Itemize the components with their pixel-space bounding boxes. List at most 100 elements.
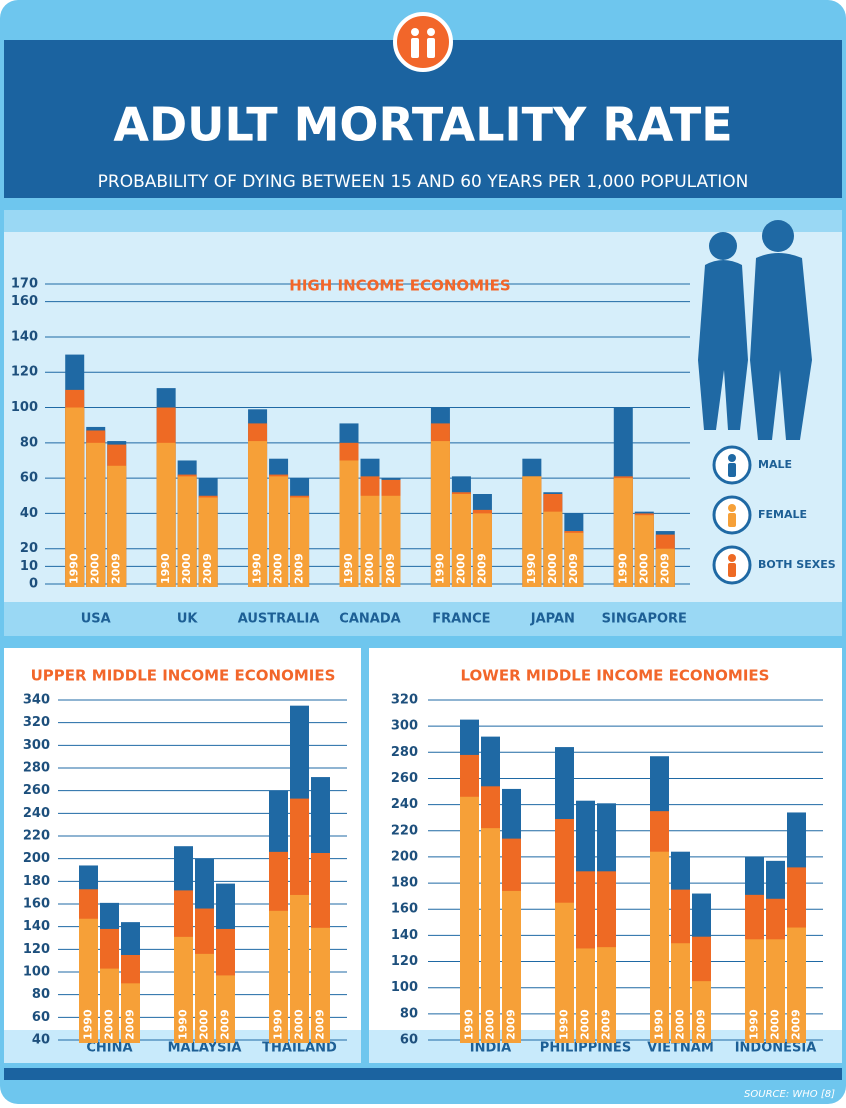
year-label: 2009: [314, 1009, 327, 1040]
y-tick-label: 220: [23, 829, 50, 844]
legend-swatch: [728, 563, 736, 577]
bar: [195, 953, 214, 1043]
legend-swatch: [728, 504, 736, 512]
bar: [107, 465, 127, 587]
y-tick-label: 240: [391, 797, 418, 812]
bar: [451, 494, 471, 587]
bar: [156, 442, 176, 587]
y-tick-label: 200: [391, 849, 418, 864]
bar: [174, 936, 193, 1043]
y-tick-label: 170: [11, 277, 38, 292]
high-income-label-strip: [4, 602, 842, 636]
category-label: USA: [81, 612, 111, 627]
bar: [79, 918, 98, 1043]
bar: [248, 441, 268, 587]
y-tick-label: 220: [391, 823, 418, 838]
bar: [745, 939, 764, 1043]
bar: [655, 548, 675, 587]
bar: [86, 442, 106, 587]
year-label: 2000: [454, 553, 467, 584]
year-label: 1990: [342, 553, 355, 584]
y-tick-label: 160: [11, 294, 38, 309]
source: SOURCE: WHO [8]: [744, 1089, 835, 1100]
bar: [100, 968, 119, 1043]
y-tick-label: 120: [391, 954, 418, 969]
bar: [121, 983, 140, 1043]
y-tick-label: 80: [32, 987, 50, 1002]
year-label: 2009: [505, 1009, 518, 1040]
year-label: 1990: [748, 1009, 761, 1040]
bar: [543, 511, 563, 587]
category-label: UK: [177, 612, 199, 627]
year-label: 2000: [198, 1009, 211, 1040]
legend-swatch: [728, 513, 736, 527]
bar: [522, 476, 542, 587]
bar: [555, 902, 574, 1043]
y-tick-label: 320: [23, 715, 50, 730]
year-label: 2009: [293, 553, 306, 584]
bar: [766, 939, 785, 1043]
legend-swatch: [728, 554, 736, 562]
category-label: INDIA: [470, 1041, 511, 1056]
category-label: SINGAPORE: [602, 612, 687, 627]
year-label: 2009: [790, 1009, 803, 1040]
legend-label: MALE: [758, 458, 792, 471]
year-label: 1990: [159, 553, 172, 584]
y-tick-label: 120: [11, 365, 38, 380]
year-label: 2000: [637, 553, 650, 584]
year-label: 2000: [363, 553, 376, 584]
y-tick-label: 100: [23, 965, 50, 980]
y-tick-label: 280: [391, 745, 418, 760]
y-tick-label: 200: [23, 851, 50, 866]
category-label: CHINA: [86, 1041, 132, 1056]
y-tick-label: 10: [20, 559, 38, 574]
y-tick-label: 80: [20, 435, 38, 450]
header-icon-figure: [411, 28, 419, 36]
year-label: 2000: [674, 1009, 687, 1040]
y-tick-label: 180: [23, 874, 50, 889]
chart-title: LOWER MIDDLE INCOME ECONOMIES: [461, 667, 770, 685]
y-tick-label: 140: [11, 329, 38, 344]
header-icon-figure: [427, 38, 435, 58]
y-tick-label: 140: [391, 928, 418, 943]
y-tick-label: 180: [391, 876, 418, 891]
bar: [177, 476, 197, 587]
y-tick-label: 100: [11, 400, 38, 415]
legend-label: BOTH SEXES: [758, 558, 836, 571]
y-tick-label: 80: [400, 1006, 418, 1021]
bar: [269, 910, 288, 1043]
y-tick-label: 100: [391, 980, 418, 995]
y-tick-label: 60: [32, 1010, 50, 1025]
category-label: CANADA: [339, 612, 400, 627]
bar: [613, 478, 633, 587]
year-label: 2000: [89, 553, 102, 584]
bar: [564, 532, 584, 587]
year-label: 1990: [68, 553, 81, 584]
chart-title: UPPER MIDDLE INCOME ECONOMIES: [31, 667, 336, 685]
category-label: PHILIPPINES: [540, 1041, 631, 1056]
y-tick-label: 140: [23, 919, 50, 934]
category-label: AUSTRALIA: [238, 612, 320, 627]
bar: [216, 975, 235, 1043]
year-label: 2009: [110, 553, 123, 584]
bar: [576, 948, 595, 1043]
y-tick-label: 240: [23, 806, 50, 821]
y-tick-label: 280: [23, 761, 50, 776]
y-tick-label: 320: [391, 693, 418, 708]
y-tick-label: 340: [23, 693, 50, 708]
year-label: 2000: [579, 1009, 592, 1040]
year-label: 2009: [475, 553, 488, 584]
y-tick-label: 260: [23, 783, 50, 798]
year-label: 2009: [384, 553, 397, 584]
category-label: MALAYSIA: [168, 1041, 242, 1056]
y-tick-label: 300: [391, 719, 418, 734]
y-tick-label: 260: [391, 771, 418, 786]
year-label: 1990: [525, 553, 538, 584]
bar: [290, 894, 309, 1043]
bar: [198, 497, 218, 587]
year-label: 2009: [124, 1009, 137, 1040]
year-label: 1990: [272, 1009, 285, 1040]
year-label: 2000: [546, 553, 559, 584]
bar: [381, 495, 401, 587]
